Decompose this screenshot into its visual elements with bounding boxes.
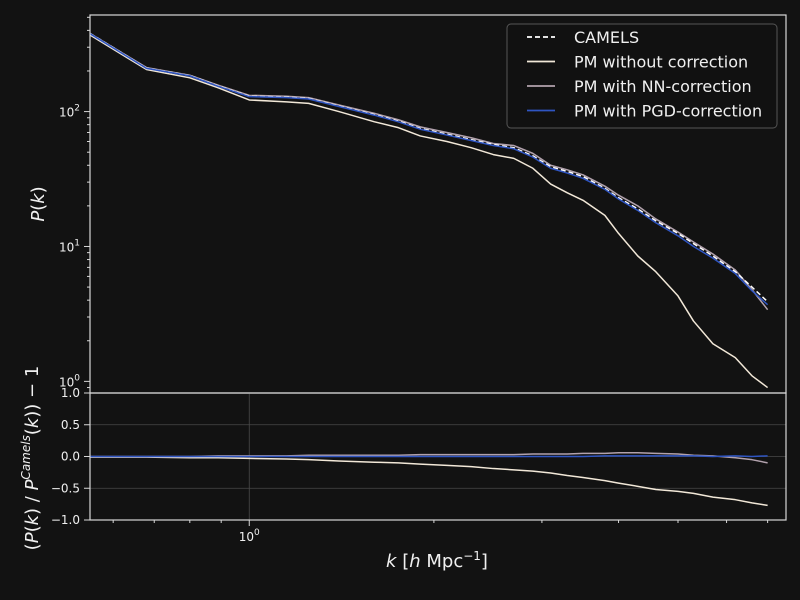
legend-label-pm-with-nn-correction: PM with NN-correction [574, 77, 752, 96]
top-y-tick-label: 102 [59, 104, 80, 120]
top-series-group [89, 32, 769, 389]
bottom-ticks: −1.0 −0.5 0.0 0.5 1.0 100 [51, 386, 769, 544]
top-y-tick-label: 100 [59, 373, 80, 389]
x-tick-label: 100 [239, 528, 260, 544]
bottom-series-group [90, 451, 768, 507]
top-series-pm-without-correction [89, 34, 769, 389]
top-series-pm-with-pgd-correction [89, 33, 769, 306]
legend: CAMELS PM without correction PM with NN-co… [506, 23, 778, 129]
x-axis-label: k [h Mpc−1] [386, 549, 488, 572]
bottom-y-tick-label: −1.0 [51, 513, 80, 527]
legend-label-camels: CAMELS [574, 28, 639, 47]
top-y-axis-label: P(k) [28, 186, 49, 221]
top-series-pm-with-nn-correction [89, 32, 769, 311]
bottom-series-pm-without-correction [90, 456, 768, 507]
top-series-camels [89, 32, 769, 303]
legend-label-pm-without-correction: PM without correction [574, 53, 748, 72]
top-y-tick-label: 101 [59, 238, 80, 254]
bottom-y-tick-label: −0.5 [51, 481, 80, 495]
bottom-panel-frame [89, 392, 787, 521]
bottom-y-tick-label: 1.0 [61, 386, 80, 400]
bottom-series-pm-with-pgd-correction [90, 455, 768, 458]
legend-label-pm-with-pgd-correction: PM with PGD-correction [574, 102, 762, 121]
bottom-y-tick-label: 0.5 [61, 418, 80, 432]
bottom-y-tick-label: 0.0 [61, 450, 80, 464]
legend-box [506, 23, 778, 129]
legend-items: CAMELS PM without correction PM with NN-co… [527, 28, 762, 121]
